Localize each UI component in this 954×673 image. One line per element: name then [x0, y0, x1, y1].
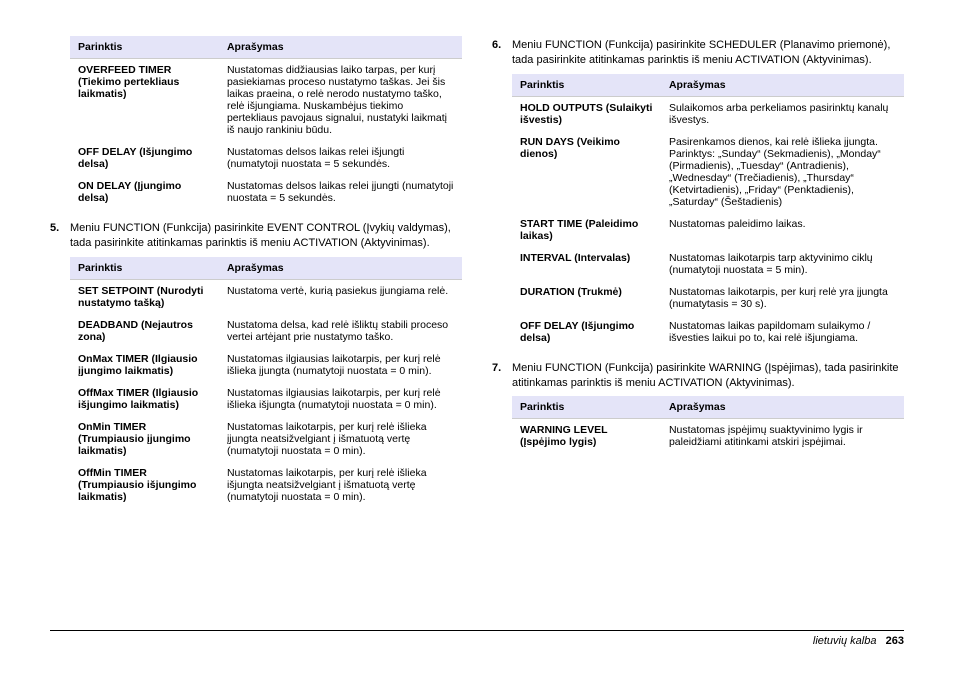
table-row: ON DELAY (Įjungimo delsa)Nustatomas dels… — [70, 175, 462, 209]
step-number: 5. — [50, 221, 64, 251]
table-warning: Parinktis Aprašymas WARNING LEVEL (Įspėj… — [512, 396, 904, 453]
footer-page-number: 263 — [886, 635, 904, 647]
table-row: START TIME (Paleidimo laikas)Nustatomas … — [512, 213, 904, 247]
table-row: INTERVAL (Intervalas)Nustatomas laikotar… — [512, 247, 904, 281]
col-desc: Aprašymas — [219, 36, 462, 59]
col-option: Parinktis — [70, 257, 219, 280]
table-row: RUN DAYS (Veikimo dienos)Pasirenkamos di… — [512, 131, 904, 213]
table-scheduler: Parinktis Aprašymas HOLD OUTPUTS (Sulaik… — [512, 74, 904, 349]
table-overfeed: Parinktis Aprašymas OVERFEED TIMER (Tiek… — [70, 36, 462, 209]
table-row: OVERFEED TIMER (Tiekimo pertekliaus laik… — [70, 59, 462, 142]
table-row: SET SETPOINT (Nurodyti nustatymo tašką)N… — [70, 279, 462, 314]
step-number: 7. — [492, 361, 506, 391]
step-text: Meniu FUNCTION (Funkcija) pasirinkite EV… — [70, 221, 462, 251]
table-row: OffMin TIMER (Trumpiausio išjungimo laik… — [70, 462, 462, 508]
col-desc: Aprašymas — [219, 257, 462, 280]
table-row: OFF DELAY (Išjungimo delsa)Nustatomas la… — [512, 315, 904, 349]
step-6: 6. Meniu FUNCTION (Funkcija) pasirinkite… — [492, 38, 904, 68]
table-row: DEADBAND (Nejautros zona)Nustatoma delsa… — [70, 314, 462, 348]
table-row: OnMin TIMER (Trumpiausio įjungimo laikma… — [70, 416, 462, 462]
step-text: Meniu FUNCTION (Funkcija) pasirinkite SC… — [512, 38, 904, 68]
table-row: DURATION (Trukmė)Nustatomas laikotarpis,… — [512, 281, 904, 315]
col-desc: Aprašymas — [661, 396, 904, 419]
col-desc: Aprašymas — [661, 74, 904, 97]
col-option: Parinktis — [512, 396, 661, 419]
table-row: OnMax TIMER (Ilgiausio įjungimo laikmati… — [70, 348, 462, 382]
table-event-control: Parinktis Aprašymas SET SETPOINT (Nurody… — [70, 257, 462, 508]
step-7: 7. Meniu FUNCTION (Funkcija) pasirinkite… — [492, 361, 904, 391]
step-number: 6. — [492, 38, 506, 68]
table-row: WARNING LEVEL (Įspėjimo lygis)Nustatomas… — [512, 419, 904, 454]
table-row: OffMax TIMER (Ilgiausio išjungimo laikma… — [70, 382, 462, 416]
left-column: Parinktis Aprašymas OVERFEED TIMER (Tiek… — [50, 30, 462, 520]
step-5: 5. Meniu FUNCTION (Funkcija) pasirinkite… — [50, 221, 462, 251]
col-option: Parinktis — [70, 36, 219, 59]
page-footer: lietuvių kalba 263 — [50, 630, 904, 647]
right-column: 6. Meniu FUNCTION (Funkcija) pasirinkite… — [492, 30, 904, 520]
step-text: Meniu FUNCTION (Funkcija) pasirinkite WA… — [512, 361, 904, 391]
col-option: Parinktis — [512, 74, 661, 97]
table-row: HOLD OUTPUTS (Sulaikyti išvestis)Sulaiko… — [512, 96, 904, 131]
table-row: OFF DELAY (Išjungimo delsa)Nustatomas de… — [70, 141, 462, 175]
footer-language: lietuvių kalba — [813, 635, 877, 647]
